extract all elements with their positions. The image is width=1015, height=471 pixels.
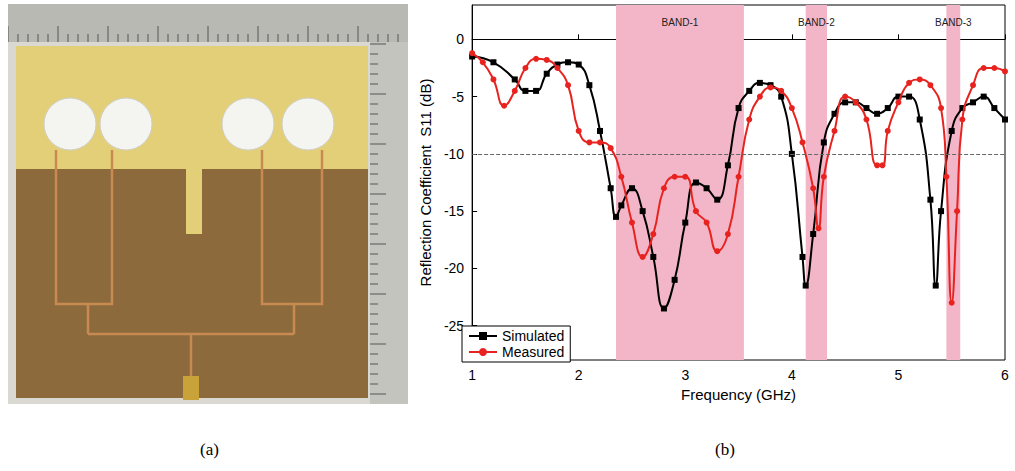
svg-text:Simulated: Simulated: [502, 328, 564, 344]
svg-text:-25: -25: [444, 318, 464, 334]
svg-text:-15: -15: [444, 203, 464, 219]
svg-text:6: 6: [1001, 367, 1009, 383]
html-text:(b): (b): [715, 440, 735, 459]
svg-text:0: 0: [456, 31, 464, 47]
html-text:(a): (a): [200, 440, 219, 459]
svg-text:-20: -20: [444, 260, 464, 276]
svg-text:5: 5: [895, 367, 903, 383]
svg-text:BAND-1: BAND-1: [662, 17, 699, 28]
svg-text:Reflection Coefficient S11 (d: Reflection Coefficient S11 (dB): [417, 79, 434, 287]
svg-text:BAND-2: BAND-2: [798, 17, 835, 28]
svg-text:4: 4: [788, 367, 796, 383]
svg-text:Frequency (GHz): Frequency (GHz): [681, 386, 796, 403]
svg-text:Measured: Measured: [502, 344, 564, 360]
svg-text:1: 1: [468, 367, 476, 383]
svg-text:-5: -5: [452, 89, 465, 105]
svg-text:2: 2: [575, 367, 583, 383]
svg-text:BAND-3: BAND-3: [935, 17, 972, 28]
svg-text:-10: -10: [444, 146, 464, 162]
svg-text:3: 3: [681, 367, 689, 383]
